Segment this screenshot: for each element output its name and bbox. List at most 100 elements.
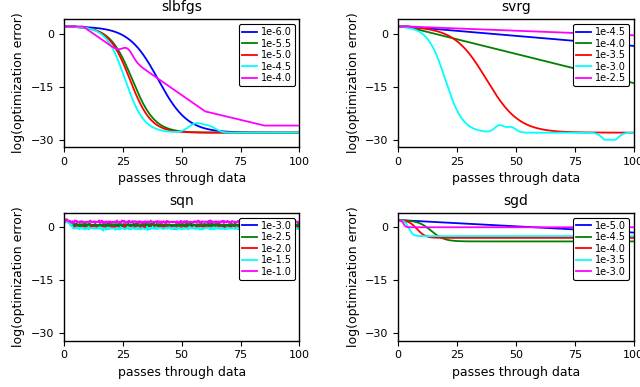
1e-5.5: [173, 128, 181, 133]
1e-1.0: [291, 218, 298, 223]
1e-3.5: [630, 130, 637, 135]
1e-4.0: [630, 236, 637, 240]
Y-axis label: log(optimization error): log(optimization error): [12, 206, 26, 347]
1e-3.5: [483, 234, 490, 238]
1e-5.0: [172, 129, 180, 134]
1e-4.0: [394, 24, 402, 29]
1e-2.0: [201, 224, 209, 229]
1e-2.5: [72, 224, 79, 229]
1e-5.0: [506, 224, 514, 228]
1e-3.5: [522, 122, 529, 126]
1e-5.0: [508, 224, 515, 228]
1e-5.0: [624, 230, 632, 235]
1e-4.0: [625, 236, 632, 240]
1e-2.5: [506, 28, 514, 33]
Title: svrg: svrg: [501, 0, 531, 14]
1e-3.5: [506, 110, 514, 115]
1e-4.0: [188, 99, 195, 104]
1e-6.0: [200, 126, 208, 130]
1e-4.5: [522, 34, 529, 39]
Line: 1e-3.0: 1e-3.0: [398, 26, 634, 140]
1e-6.0: [173, 108, 181, 112]
Line: 1e-1.0: 1e-1.0: [64, 219, 300, 224]
1e-5.0: [290, 130, 298, 135]
1e-4.5: [394, 218, 402, 223]
Legend: 1e-6.0, 1e-5.5, 1e-5.0, 1e-4.5, 1e-4.0: 1e-6.0, 1e-5.5, 1e-5.0, 1e-4.5, 1e-4.0: [239, 24, 294, 86]
X-axis label: passes through data: passes through data: [118, 172, 246, 185]
1e-4.0: [253, 122, 260, 126]
1e-1.0: [60, 217, 68, 222]
1e-1.5: [174, 225, 182, 230]
1e-2.5: [624, 33, 632, 38]
1e-5.5: [188, 130, 195, 134]
1e-3.0: [188, 222, 196, 226]
1e-5.5: [200, 130, 208, 135]
1e-1.5: [254, 226, 262, 230]
1e-3.0: [534, 130, 542, 135]
1e-4.5: [630, 239, 637, 244]
1e-5.0: [296, 130, 303, 135]
1e-4.5: [60, 24, 68, 29]
1e-2.5: [394, 24, 402, 29]
Title: sqn: sqn: [170, 194, 194, 208]
1e-4.5: [522, 239, 529, 244]
1e-2.0: [296, 225, 303, 229]
1e-4.0: [508, 236, 515, 240]
1e-1.5: [62, 217, 70, 222]
1e-6.0: [290, 130, 298, 135]
Line: 1e-2.5: 1e-2.5: [398, 26, 634, 35]
1e-4.0: [568, 236, 576, 240]
1e-4.5: [173, 130, 181, 134]
1e-1.5: [296, 226, 303, 231]
1e-4.0: [508, 50, 515, 55]
1e-3.0: [60, 217, 68, 222]
1e-3.0: [174, 224, 182, 228]
1e-4.0: [60, 24, 68, 29]
1e-3.0: [296, 223, 303, 228]
1e-4.0: [522, 236, 529, 240]
Title: slbfgs: slbfgs: [161, 0, 202, 14]
1e-4.0: [588, 236, 595, 240]
1e-1.5: [188, 226, 196, 231]
Line: 1e-5.0: 1e-5.0: [64, 26, 300, 133]
Line: 1e-5.5: 1e-5.5: [64, 26, 300, 133]
Y-axis label: log(optimization error): log(optimization error): [347, 13, 360, 154]
1e-6.0: [253, 130, 260, 135]
1e-6.0: [172, 106, 180, 110]
1e-4.0: [630, 81, 637, 86]
1e-4.0: [172, 89, 180, 93]
Line: 1e-4.0: 1e-4.0: [398, 220, 634, 238]
1e-5.0: [394, 218, 402, 223]
1e-5.0: [522, 224, 529, 229]
1e-3.5: [394, 24, 402, 29]
1e-5.0: [200, 130, 208, 135]
1e-4.5: [588, 239, 595, 244]
1e-4.0: [200, 108, 208, 113]
1e-3.0: [522, 130, 529, 135]
1e-5.0: [534, 225, 542, 230]
1e-4.5: [508, 33, 515, 38]
1e-2.5: [60, 219, 68, 223]
1e-4.0: [534, 236, 542, 240]
1e-1.5: [173, 226, 180, 231]
1e-3.5: [588, 234, 595, 238]
1e-2.5: [174, 223, 182, 227]
1e-5.0: [253, 130, 260, 135]
1e-2.5: [254, 223, 262, 227]
1e-4.0: [394, 218, 402, 223]
1e-4.5: [394, 24, 402, 29]
1e-1.5: [291, 226, 298, 231]
1e-3.5: [508, 234, 516, 238]
1e-3.0: [522, 225, 529, 229]
1e-4.0: [296, 123, 303, 128]
Line: 1e-4.0: 1e-4.0: [64, 26, 300, 125]
1e-3.0: [394, 24, 402, 29]
1e-5.5: [296, 130, 303, 135]
1e-4.0: [522, 54, 529, 58]
X-axis label: passes through data: passes through data: [452, 366, 580, 379]
Legend: 1e-3.0, 1e-2.5, 1e-2.0, 1e-1.5, 1e-1.0: 1e-3.0, 1e-2.5, 1e-2.0, 1e-1.5, 1e-1.0: [239, 218, 294, 280]
1e-2.5: [296, 223, 303, 227]
1e-3.5: [624, 130, 632, 135]
Line: 1e-3.0: 1e-3.0: [398, 220, 634, 227]
1e-4.0: [173, 90, 181, 94]
